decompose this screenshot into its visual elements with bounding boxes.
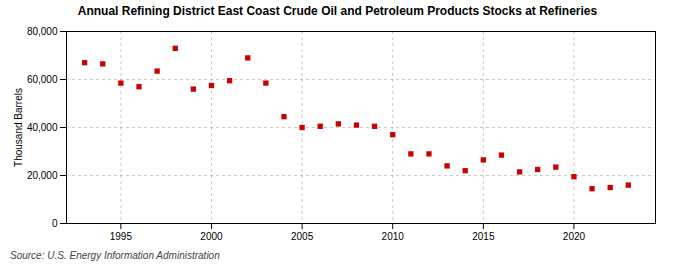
svg-text:20,000: 20,000 [27,170,58,181]
svg-text:Thousand Barrels: Thousand Barrels [13,88,24,167]
svg-text:2005: 2005 [291,231,314,242]
svg-text:40,000: 40,000 [27,122,58,133]
svg-text:80,000: 80,000 [27,26,58,37]
svg-text:1995: 1995 [110,231,133,242]
svg-text:2010: 2010 [382,231,405,242]
svg-text:60,000: 60,000 [27,74,58,85]
html-text:Annual Refining District East: Annual Refining District East Coast Crud… [77,4,598,18]
html-text:Source: U.S. Energy Informatio: Source: U.S. Energy Information Administ… [10,250,220,261]
svg-text:2015: 2015 [472,231,495,242]
svg-text:0: 0 [52,218,58,229]
svg-text:2000: 2000 [200,231,223,242]
svg-text:2020: 2020 [563,231,586,242]
